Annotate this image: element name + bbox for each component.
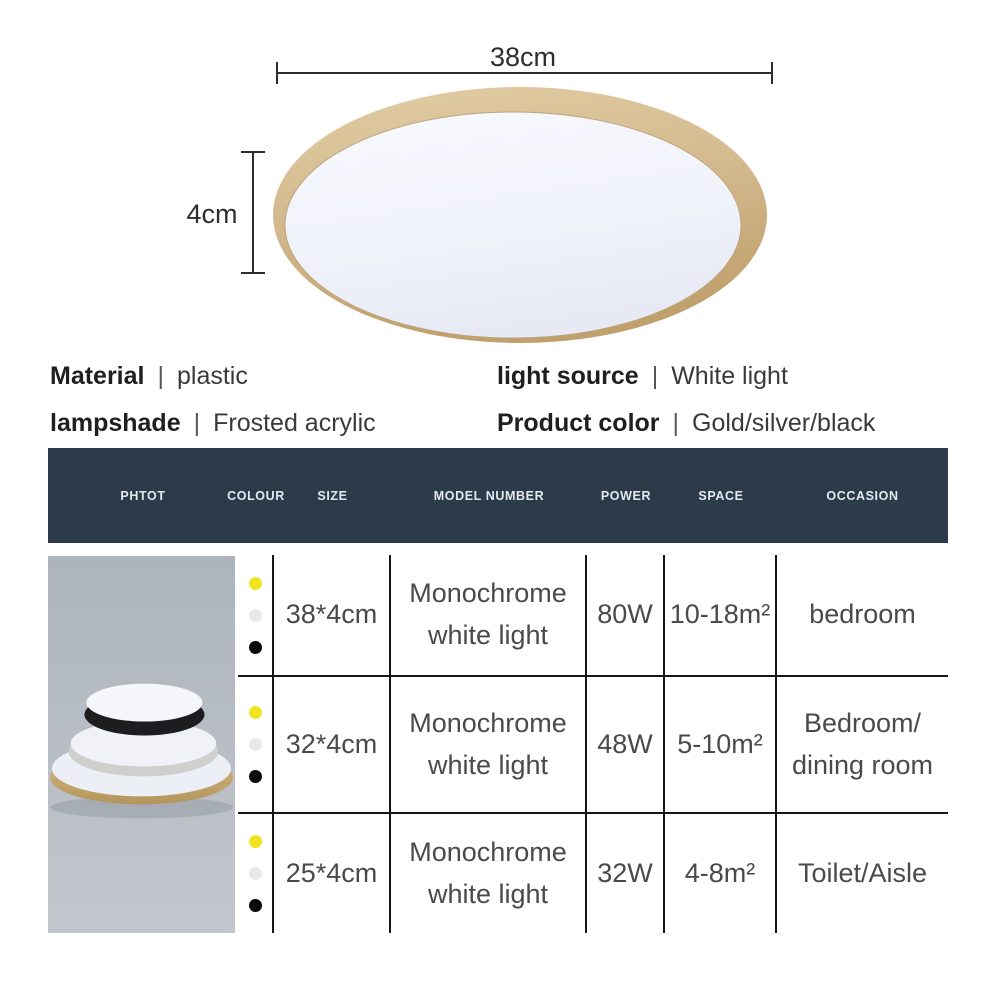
yellow-dot [248, 576, 262, 590]
color-dots-row2 [238, 677, 274, 814]
silver-dot [248, 867, 262, 880]
spec-material: Material | plastic [50, 362, 248, 391]
occasion-cell: Bedroom/ dining room [777, 677, 948, 814]
height-label: 4cm [186, 199, 237, 229]
color-dots-row3 [238, 814, 274, 933]
product-photo [48, 556, 235, 933]
silver-dot [248, 608, 262, 622]
black-dot [248, 640, 262, 654]
spec-product-color-label: Product color [497, 409, 660, 437]
space-cell: 5-10m² [665, 677, 777, 814]
spec-table: 38*4cm Monochrome white light 80W 10-18m… [48, 555, 948, 933]
spec-light-source-value: White light [671, 362, 788, 390]
spec-lampshade-value: Frosted acrylic [213, 409, 376, 437]
model-line2: white light [427, 749, 549, 780]
product-image-top [273, 87, 767, 343]
header-photo: PHTOT [120, 488, 166, 503]
spec-light-source: light source | White light [497, 362, 788, 391]
black-dot [248, 899, 262, 912]
model-line2: white light [427, 878, 549, 909]
model-line1: Monochrome [409, 707, 567, 738]
model-line1: Monochrome [409, 578, 567, 609]
yellow-dot [248, 835, 262, 848]
header-space: SPACE [698, 488, 744, 503]
spec-separator: | [193, 409, 201, 437]
spec-separator: | [157, 362, 164, 390]
model-cell: Monochrome white light [391, 814, 587, 933]
occasion-cell: bedroom [777, 555, 948, 677]
size-cell: 32*4cm [274, 677, 391, 814]
black-dot [248, 770, 262, 783]
product-photo-cell [48, 555, 238, 933]
yellow-dot [248, 706, 262, 719]
spec-lampshade-label: lampshade [50, 409, 181, 437]
model-cell: Monochrome white light [391, 555, 587, 677]
occasion-cell: Toilet/Aisle [777, 814, 948, 933]
spec-lampshade: lampshade | Frosted acrylic [50, 409, 376, 438]
header-model-number: MODEL NUMBER [433, 488, 545, 503]
space-cell: 4-8m² [665, 814, 777, 933]
diameter-label: 38cm [490, 42, 556, 72]
occasion-line1: bedroom [809, 599, 916, 630]
header-colour: COLOUR [227, 488, 285, 503]
spec-product-color: Product color | Gold/silver/black [497, 409, 875, 438]
occasion-line2: dining room [791, 749, 934, 780]
stack-silver-top [70, 720, 217, 767]
power-cell: 80W [587, 555, 665, 677]
spec-material-value: plastic [176, 362, 248, 390]
silver-dot [248, 738, 262, 751]
header-occasion: OCCASION [826, 488, 899, 503]
model-line2: white light [427, 620, 549, 650]
dimension-annotations: 38cm 4cm [186, 42, 773, 274]
occasion-line1: Toilet/Aisle [797, 857, 928, 888]
color-dots-row1 [238, 555, 274, 677]
header-size: SIZE [317, 488, 348, 503]
stack-black-top [86, 683, 203, 722]
lamp-diffuser-panel [284, 111, 742, 339]
lamp-shadow [49, 796, 234, 819]
table-header-bar: PHTOT COLOUR SIZE MODEL NUMBER POWER SPA… [48, 448, 948, 543]
size-cell: 38*4cm [274, 555, 391, 677]
spec-light-source-label: light source [497, 362, 639, 390]
spec-material-label: Material [50, 362, 145, 390]
spec-separator: | [651, 362, 659, 390]
power-cell: 48W [587, 677, 665, 814]
space-cell: 10-18m² [665, 555, 777, 677]
spec-product-color-value: Gold/silver/black [692, 409, 876, 437]
header-power: POWER [600, 488, 652, 503]
occasion-line1: Bedroom/ [803, 707, 922, 738]
model-line1: Monochrome [409, 836, 567, 867]
spec-separator: | [672, 409, 680, 437]
power-cell: 32W [587, 814, 665, 933]
size-cell: 25*4cm [274, 814, 391, 933]
model-cell: Monochrome white light [391, 677, 587, 814]
